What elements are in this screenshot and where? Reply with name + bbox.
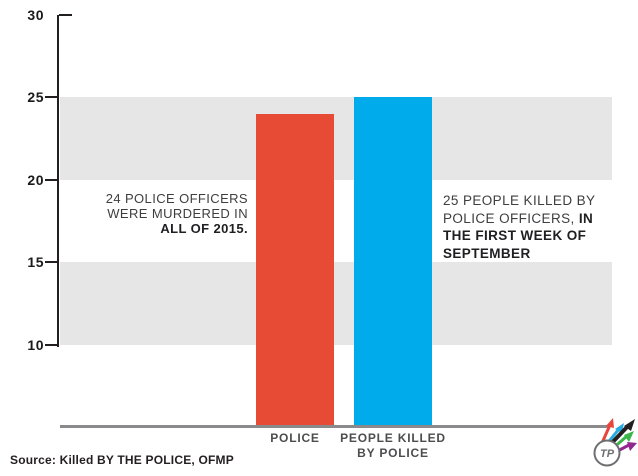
- x-axis-label-line: BY POLICE: [357, 446, 429, 460]
- y-axis-tick-label: 15: [27, 254, 44, 271]
- annotation-people-killed: 25 PEOPLE KILLED BY POLICE OFFICERS, IN …: [443, 192, 595, 262]
- x-axis-label-line: POLICE: [270, 431, 320, 445]
- y-axis-line: [57, 15, 59, 347]
- logo-circle: [593, 439, 621, 467]
- annotation-line: WERE MURDERED IN: [107, 206, 248, 221]
- annotation-line: 24 POLICE OFFICERS: [105, 191, 248, 206]
- bar-police: [256, 113, 334, 426]
- annotation-police-officers: 24 POLICE OFFICERS WERE MURDERED IN ALL …: [106, 191, 248, 236]
- logo-monogram: TP: [600, 448, 615, 460]
- annotation-line: 25 PEOPLE KILLED BY: [443, 193, 596, 208]
- thinkprogress-logo: TP: [593, 418, 637, 467]
- x-axis-label: POLICE: [220, 431, 370, 446]
- x-axis-line: [60, 425, 610, 428]
- y-axis-tick-label: 10: [27, 336, 44, 353]
- y-axis-tick-label: 30: [27, 7, 44, 23]
- grid-band: [60, 262, 612, 345]
- y-axis-tick: [45, 343, 58, 346]
- y-axis-tick: [45, 261, 58, 264]
- y-axis-tick: [45, 178, 58, 181]
- y-axis-tick-label: 20: [27, 171, 44, 188]
- annotation-line: THE FIRST WEEK OF: [443, 228, 587, 243]
- y-axis-tick: [45, 96, 58, 99]
- annotation-line: SEPTEMBER: [443, 245, 531, 261]
- y-axis-tick-label: 25: [27, 89, 44, 106]
- x-axis-label-line: PEOPLE KILLED: [340, 431, 446, 445]
- source-credit: Source: Killed BY THE POLICE, OFMP: [10, 453, 234, 467]
- x-axis-label: PEOPLE KILLED BY POLICE: [318, 431, 468, 461]
- y-axis-tick: [59, 14, 72, 16]
- grid-band: [60, 97, 612, 180]
- bar-people-killed-by-police: [354, 97, 432, 426]
- annotation-line: ALL OF 2015.: [160, 221, 248, 236]
- annotation-line: POLICE OFFICERS, IN: [443, 210, 594, 226]
